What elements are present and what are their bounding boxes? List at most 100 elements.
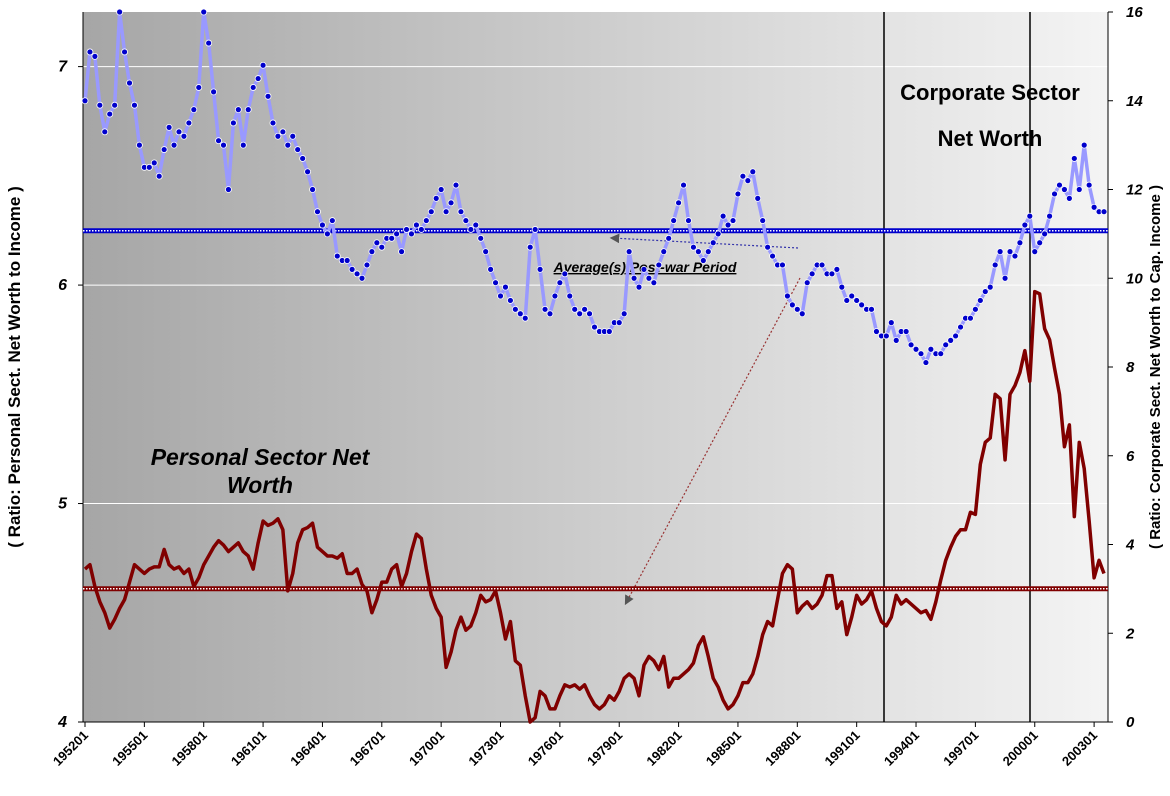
data-point <box>160 146 168 153</box>
data-point <box>873 328 880 335</box>
x-tick-label: 199101 <box>822 728 863 769</box>
annotation-arrow <box>609 233 799 249</box>
data-point <box>403 226 410 233</box>
data-point <box>546 310 554 318</box>
y2-tick-label: 2 <box>1125 625 1135 642</box>
data-point <box>1031 248 1039 256</box>
data-point <box>323 230 331 238</box>
data-point <box>902 328 910 335</box>
data-point <box>625 248 633 256</box>
data-point <box>556 279 564 287</box>
data-point <box>996 248 1004 256</box>
annotation-arrow <box>624 277 801 606</box>
data-point <box>482 248 490 256</box>
data-point <box>225 186 232 193</box>
data-point <box>422 217 430 224</box>
x-tick-label: 197601 <box>525 728 566 769</box>
data-point <box>828 270 836 278</box>
data-point <box>660 248 668 256</box>
data-point <box>571 305 579 313</box>
data-point <box>155 172 163 180</box>
data-point <box>348 265 356 273</box>
data-point <box>457 208 465 216</box>
data-point <box>986 283 994 291</box>
data-point <box>175 128 183 136</box>
x-tick-label: 196701 <box>347 728 388 769</box>
data-point <box>195 84 203 91</box>
y-tick-label: 4 <box>57 714 67 731</box>
x-tick-label: 198801 <box>762 728 803 769</box>
data-point <box>229 119 237 127</box>
data-point <box>81 97 89 105</box>
data-point <box>769 252 776 260</box>
data-point <box>1100 208 1108 216</box>
data-point <box>254 75 262 82</box>
data-point <box>437 186 445 193</box>
data-point <box>462 217 470 224</box>
data-point <box>779 261 786 269</box>
data-point <box>1041 230 1049 238</box>
data-point <box>442 208 450 216</box>
data-point <box>551 292 559 300</box>
data-point <box>244 106 252 114</box>
data-point <box>427 208 435 216</box>
y-axis-title: ( Ratio: Personal Sect. Net Worth to Inc… <box>5 186 24 547</box>
data-point <box>729 217 737 224</box>
data-point <box>1036 239 1044 247</box>
x-tick-label: 196401 <box>287 728 328 769</box>
data-point <box>615 319 623 327</box>
data-point <box>1061 186 1068 193</box>
data-point <box>566 292 574 300</box>
data-point <box>838 283 846 291</box>
data-point <box>952 332 960 340</box>
data-point <box>833 265 841 273</box>
data-point <box>170 141 178 149</box>
data-point <box>734 190 742 198</box>
data-point <box>591 323 598 331</box>
data-point <box>868 305 875 313</box>
data-point <box>393 230 401 238</box>
data-point <box>363 261 371 269</box>
data-point <box>492 279 499 287</box>
data-point <box>502 283 509 291</box>
data-point <box>249 84 257 91</box>
data-point <box>655 261 663 269</box>
y2-tick-label: 4 <box>1125 537 1135 554</box>
data-point <box>190 106 198 114</box>
data-point <box>210 88 218 96</box>
x-tick-label: 195801 <box>169 728 210 769</box>
data-point <box>971 305 979 313</box>
data-point <box>343 257 351 264</box>
x-tick-label: 200301 <box>1059 728 1100 769</box>
data-point <box>447 199 455 207</box>
data-point <box>200 8 208 16</box>
data-point <box>1011 252 1019 260</box>
data-point <box>274 132 282 140</box>
data-point <box>887 319 895 327</box>
data-point <box>788 301 796 309</box>
data-point <box>314 208 321 216</box>
data-point <box>121 48 128 56</box>
data-point <box>368 248 376 256</box>
data-point <box>853 297 861 304</box>
data-point <box>680 181 687 189</box>
x-tick-label: 195501 <box>109 728 150 769</box>
data-point <box>561 270 569 278</box>
data-point <box>145 163 153 171</box>
data-point <box>670 217 678 224</box>
data-point <box>126 79 133 87</box>
data-point <box>675 199 682 207</box>
data-point <box>1085 181 1093 189</box>
data-point <box>803 279 811 287</box>
data-point <box>101 128 109 136</box>
data-point <box>754 194 762 202</box>
data-point <box>116 8 124 16</box>
data-point <box>957 323 964 331</box>
data-point <box>536 265 544 273</box>
data-point <box>690 243 697 251</box>
data-point <box>620 310 628 318</box>
y2-tick-label: 12 <box>1126 182 1143 199</box>
data-point <box>907 341 915 349</box>
